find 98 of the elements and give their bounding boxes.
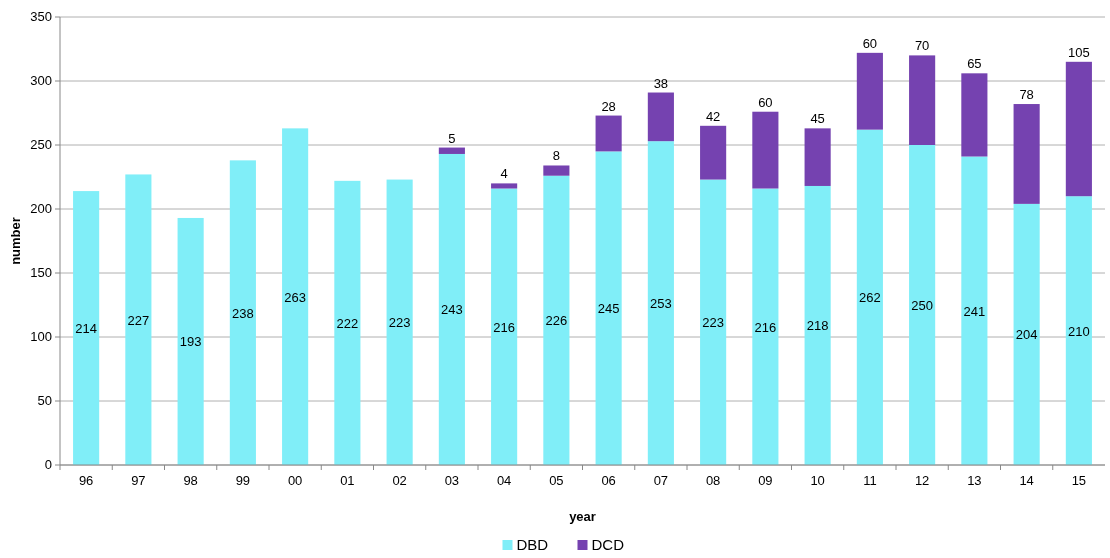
y-tick-label: 100 [30,329,52,344]
y-axis-title: number [8,217,23,265]
data-label: 223 [388,315,411,331]
x-tick-label: 96 [78,473,94,488]
x-tick-label: 12 [914,473,930,488]
bar [647,141,674,465]
data-label: 226 [545,313,568,329]
bar [491,188,518,465]
x-tick-label: 04 [496,473,512,488]
data-label: 227 [127,312,150,328]
data-label: 60 [758,94,773,110]
x-tick-label: 97 [131,473,146,488]
data-label: 70 [914,38,930,54]
bar [595,115,622,152]
x-tick-label: 06 [601,473,616,488]
bar [909,145,936,465]
x-tick-label: 00 [287,473,303,488]
bar [804,185,831,465]
data-label: 204 [1015,327,1038,343]
y-tick-label: 350 [30,9,52,24]
data-label: 4 [500,166,508,182]
data-label: 78 [1019,87,1034,103]
bar [438,153,465,465]
bar [229,160,256,465]
x-axis-title: year [569,509,596,524]
bar [856,52,883,130]
y-tick-label: 50 [37,393,52,408]
data-label: 214 [75,321,97,337]
y-tick-label: 0 [44,457,52,472]
x-tick-label: 07 [653,473,669,488]
x-tick-label: 15 [1071,473,1087,488]
data-label: 216 [754,319,777,335]
y-tick-label: 200 [30,201,52,216]
y-tick-label: 250 [30,137,52,152]
data-label: 65 [967,56,982,72]
data-label: 223 [702,315,724,331]
data-label: 222 [336,315,359,331]
bar [856,129,883,465]
data-label: 238 [232,305,254,321]
x-tick-label: 08 [705,473,721,488]
x-tick-label: 11 [863,473,877,488]
bar [282,128,309,465]
bar [961,73,988,157]
y-tick-label: 300 [30,73,52,88]
data-label: 253 [650,296,672,312]
bar [543,165,570,176]
data-label: 243 [441,302,463,318]
bar [804,128,831,186]
x-tick-label: 05 [549,473,564,488]
legend-label: DBD [516,536,549,553]
data-label: 245 [597,301,620,317]
bar [491,183,518,189]
x-tick-label: 09 [758,473,773,488]
bar [961,156,988,465]
data-label: 241 [963,303,986,319]
data-label: 262 [859,290,881,306]
bar [1065,196,1092,465]
bar [752,188,779,465]
bar [334,180,361,465]
bar [700,125,727,180]
data-label: 38 [653,75,669,91]
data-label: 210 [1068,323,1090,339]
legend-label: DCD [591,536,625,553]
data-label: 42 [705,108,721,124]
data-label: 105 [1068,44,1090,60]
bar [1065,61,1092,197]
data-label: 5 [448,130,456,146]
data-label: 193 [179,334,202,350]
data-label: 8 [552,148,560,164]
x-tick-label: 13 [967,473,982,488]
bar [125,174,152,465]
x-tick-label: 98 [183,473,198,488]
data-label: 216 [493,319,515,335]
bar [543,175,570,465]
bar [1013,104,1040,204]
x-tick-label: 99 [235,473,251,488]
bar [909,55,936,145]
x-tick-label: 01 [340,473,355,488]
data-label: 250 [911,298,933,313]
bar [1013,203,1040,465]
bar [73,191,100,465]
bar [700,179,727,465]
bar [177,217,204,465]
x-tick-label: 10 [810,473,825,488]
data-label: 218 [806,318,829,334]
bar [647,92,674,142]
data-label: 45 [810,111,825,127]
data-label: 263 [284,289,306,305]
bar [595,151,622,465]
x-tick-label: 02 [392,473,407,488]
data-label: 60 [862,35,878,51]
bar [438,147,465,154]
bar [752,111,779,189]
data-label: 28 [601,98,616,114]
bar [386,179,413,465]
y-tick-label: 150 [30,265,52,280]
x-tick-label: 03 [444,473,460,488]
x-tick-label: 14 [1019,473,1034,488]
